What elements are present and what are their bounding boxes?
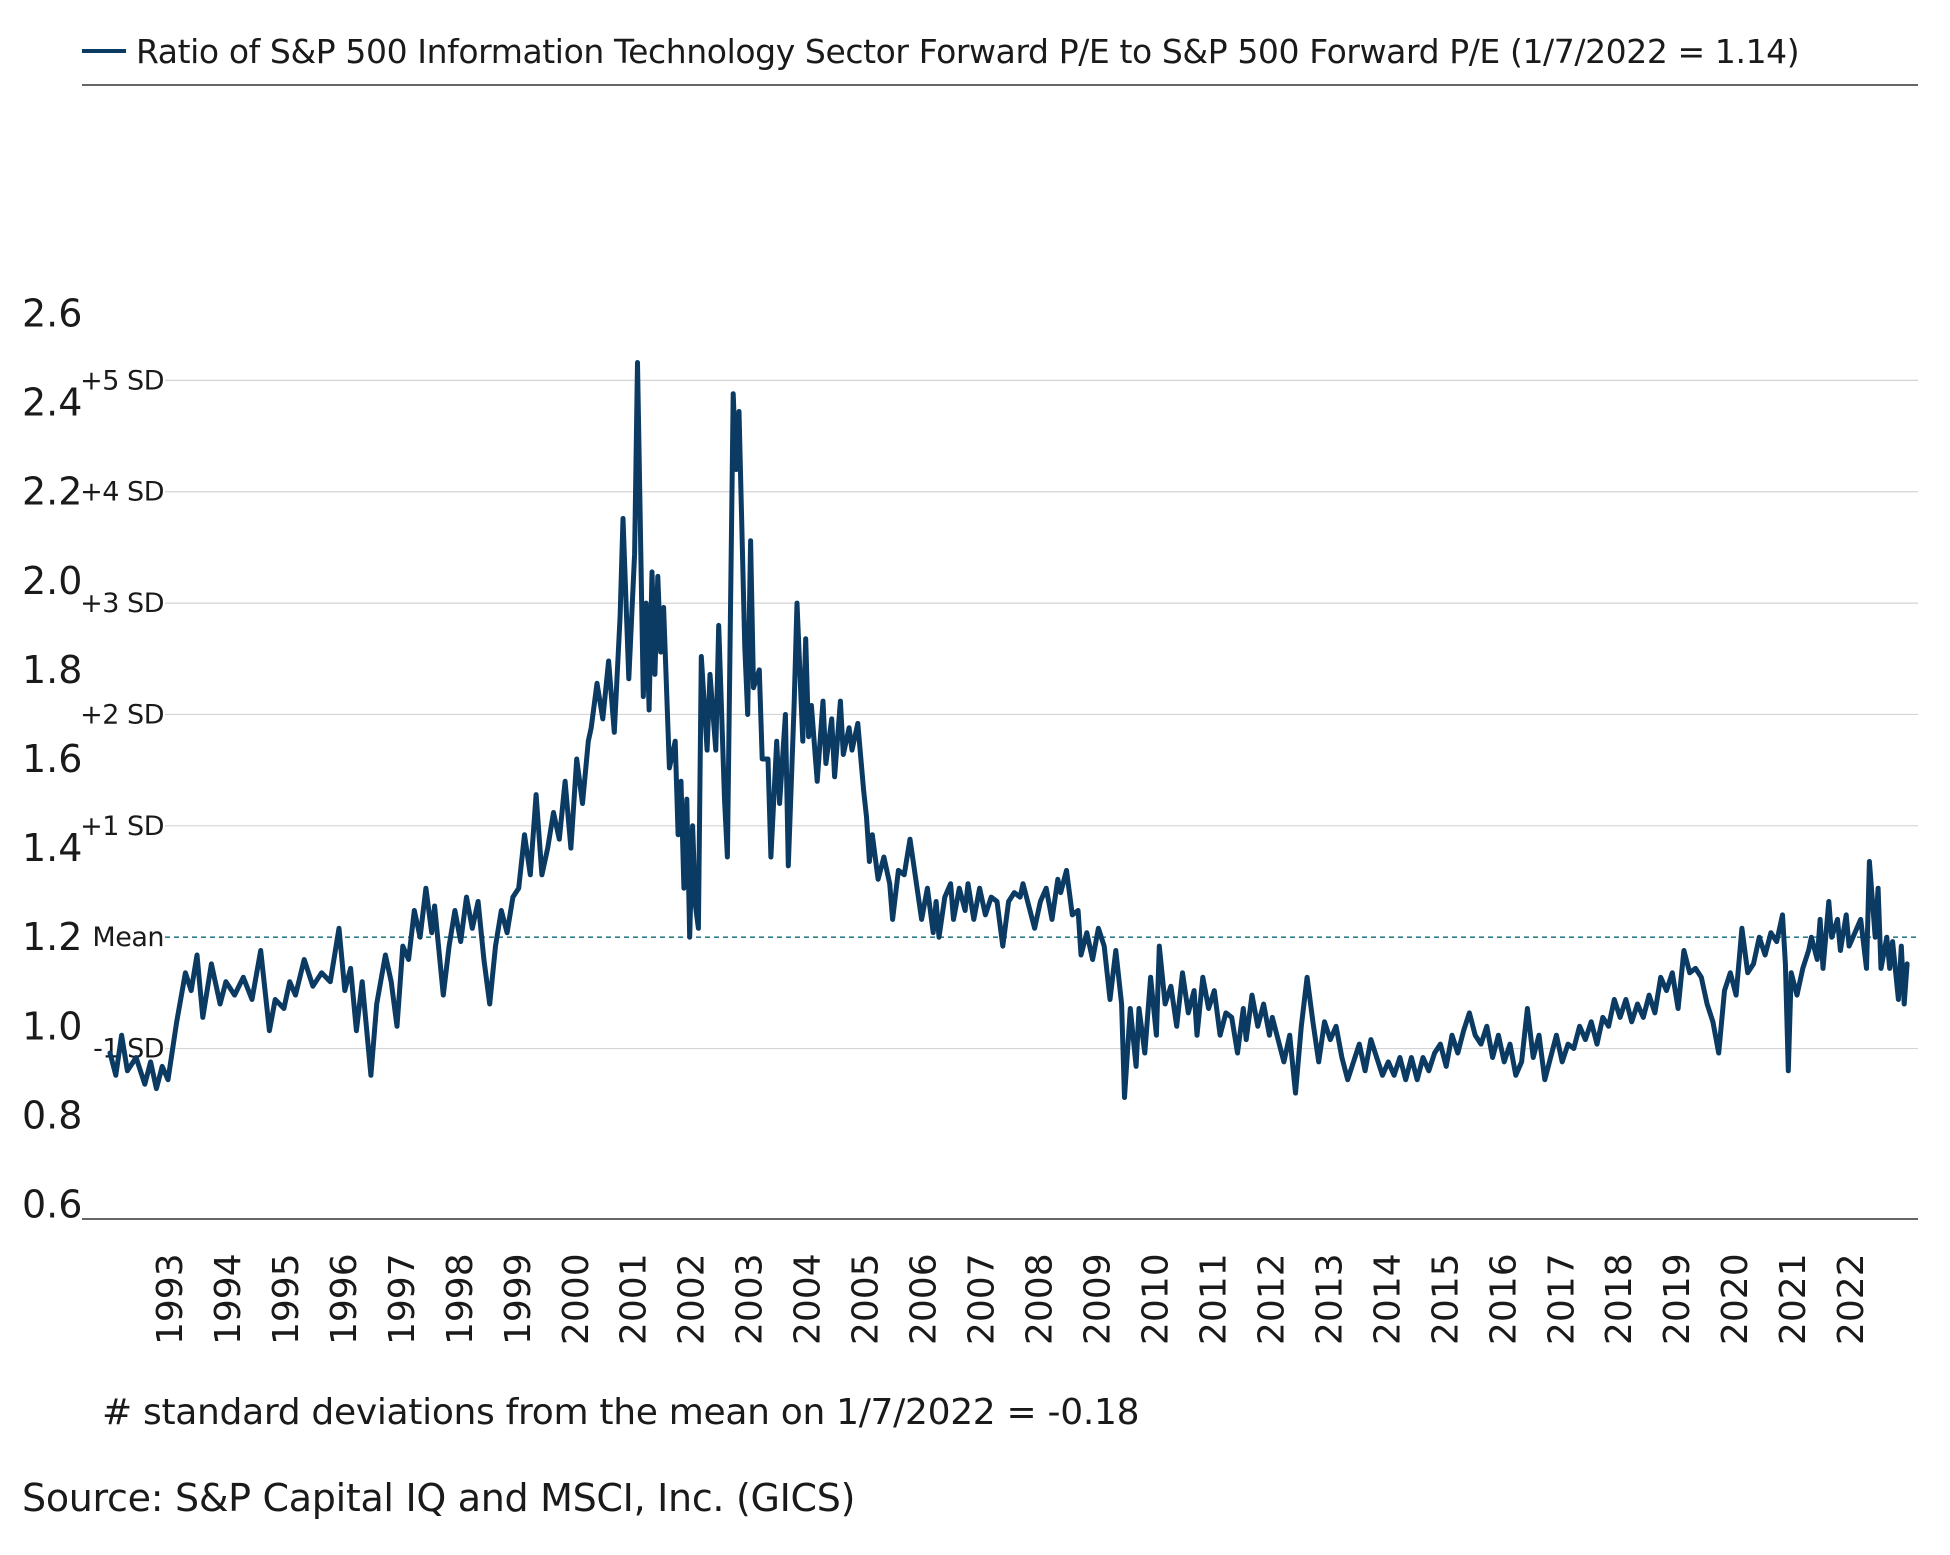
x-tick-label: 2008 — [1020, 1253, 1061, 1345]
x-tick-label: 1999 — [498, 1253, 539, 1345]
x-tick-label: 2000 — [556, 1253, 597, 1345]
y-tick-label: 0.6 — [22, 1182, 82, 1226]
x-tick-label: 2015 — [1425, 1253, 1466, 1345]
y-tick-label: 2.4 — [22, 381, 82, 425]
legend-label: Ratio of S&P 500 Information Technology … — [136, 31, 1800, 71]
x-tick-label: 2020 — [1715, 1253, 1756, 1345]
y-tick-label: 2.2 — [22, 470, 82, 514]
y-tick-label: 0.8 — [22, 1093, 82, 1137]
y-tick-label: 1.0 — [22, 1004, 82, 1048]
sd-label: +2 SD — [80, 699, 164, 730]
x-tick-label: 2018 — [1599, 1253, 1640, 1345]
x-tick-label: 2009 — [1078, 1253, 1119, 1345]
sd-label: +1 SD — [80, 811, 164, 842]
x-tick-label: 2001 — [614, 1253, 655, 1345]
sd-label: -1 SD — [93, 1034, 164, 1065]
footnote: # standard deviations from the mean on 1… — [102, 1392, 1140, 1433]
series-line — [107, 360, 1910, 1100]
sd-label: +3 SD — [80, 588, 164, 619]
x-tick-label: 2016 — [1483, 1253, 1524, 1345]
legend-swatch — [82, 49, 126, 53]
x-tick-label: 2007 — [962, 1253, 1003, 1345]
sd-label: +5 SD — [80, 365, 164, 396]
y-tick-label: 1.2 — [22, 915, 82, 959]
x-tick-label: 1998 — [440, 1253, 481, 1345]
y-tick-label: 1.4 — [22, 826, 82, 870]
x-tick-label: 1997 — [382, 1253, 423, 1345]
x-tick-label: 2002 — [672, 1253, 713, 1345]
x-tick-label: 1996 — [324, 1253, 365, 1345]
x-tick-label: 2004 — [788, 1253, 829, 1345]
y-tick-label: 1.6 — [22, 737, 82, 781]
x-tick-label: 2010 — [1135, 1253, 1176, 1345]
x-tick-label: 1994 — [208, 1253, 249, 1345]
x-tick-label: 1993 — [150, 1253, 191, 1345]
x-tick-label: 2021 — [1773, 1253, 1814, 1345]
x-tick-label: 2006 — [904, 1253, 945, 1345]
x-tick-label: 2012 — [1251, 1253, 1292, 1345]
y-tick-label: 2.0 — [22, 559, 82, 603]
source-note: Source: S&P Capital IQ and MSCI, Inc. (G… — [22, 1476, 856, 1520]
x-tick-label: 2022 — [1831, 1253, 1872, 1345]
y-tick-label: 2.6 — [22, 292, 82, 336]
x-tick-label: 2005 — [846, 1253, 887, 1345]
x-tick-label: 2003 — [730, 1253, 771, 1345]
x-tick-label: 2019 — [1657, 1253, 1698, 1345]
mean-label: Mean — [92, 922, 164, 953]
x-tick-label: 2014 — [1367, 1253, 1408, 1345]
x-tick-label: 2011 — [1193, 1253, 1234, 1345]
x-tick-label: 1995 — [266, 1253, 307, 1345]
sd-label: +4 SD — [80, 477, 164, 508]
x-tick-label: 2017 — [1541, 1253, 1582, 1345]
x-tick-label: 2013 — [1309, 1253, 1350, 1345]
legend: Ratio of S&P 500 Information Technology … — [82, 26, 1800, 76]
y-tick-label: 1.8 — [22, 648, 82, 692]
